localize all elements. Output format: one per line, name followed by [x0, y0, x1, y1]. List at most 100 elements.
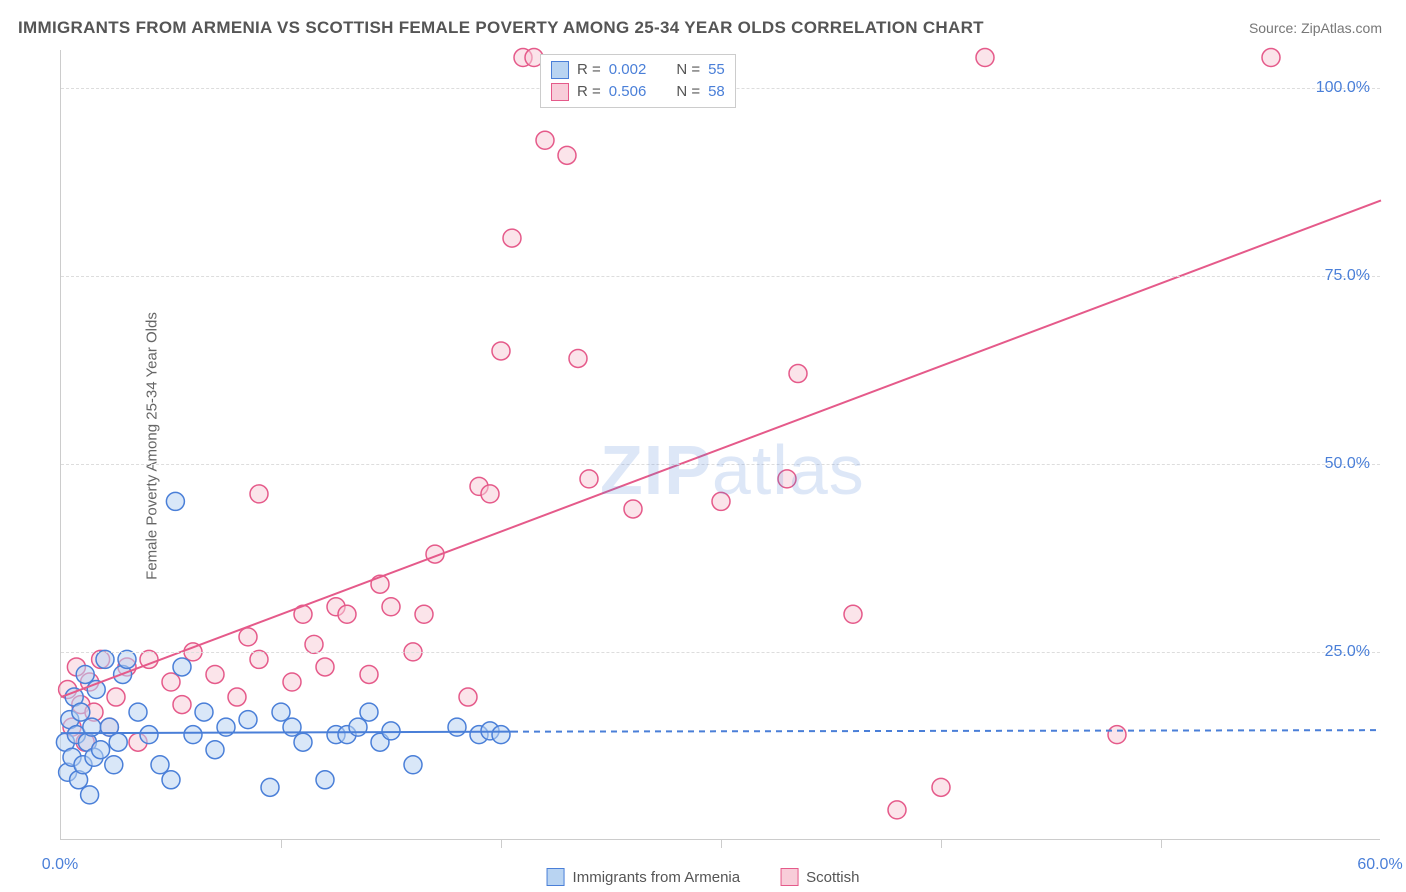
armenia-point: [239, 711, 257, 729]
x-tick-label: 0.0%: [42, 856, 78, 874]
x-tick-mark: [721, 840, 722, 848]
scottish-point: [1262, 49, 1280, 67]
armenia-point: [404, 756, 422, 774]
x-tick-label: 60.0%: [1357, 856, 1402, 874]
y-tick-label: 50.0%: [1325, 455, 1370, 473]
armenia-point: [272, 703, 290, 721]
legend-label: Immigrants from Armenia: [573, 869, 741, 886]
chart-title: IMMIGRANTS FROM ARMENIA VS SCOTTISH FEMA…: [18, 18, 984, 38]
scottish-point: [162, 673, 180, 691]
scottish-point: [844, 605, 862, 623]
n-value: 55: [708, 59, 725, 81]
armenia-point: [109, 733, 127, 751]
scottish-point: [360, 665, 378, 683]
armenia-point: [81, 786, 99, 804]
scottish-point: [338, 605, 356, 623]
armenia-point: [118, 650, 136, 668]
swatch-scottish: [551, 83, 569, 101]
scottish-point: [228, 688, 246, 706]
scottish-point: [778, 470, 796, 488]
armenia-point: [360, 703, 378, 721]
scottish-point: [283, 673, 301, 691]
scottish-point: [580, 470, 598, 488]
scottish-point: [569, 349, 587, 367]
armenia-point: [96, 650, 114, 668]
armenia-point: [492, 726, 510, 744]
armenia-point: [162, 771, 180, 789]
legend-item-armenia: Immigrants from Armenia: [547, 868, 741, 886]
gridline: [61, 464, 1380, 465]
legend-row-armenia: R = 0.002 N = 55: [551, 59, 725, 81]
scottish-point: [459, 688, 477, 706]
armenia-regression-ext: [512, 730, 1381, 732]
armenia-point: [349, 718, 367, 736]
x-tick-mark: [1161, 840, 1162, 848]
armenia-point: [316, 771, 334, 789]
legend-row-scottish: R = 0.506 N = 58: [551, 81, 725, 103]
y-tick-label: 100.0%: [1316, 79, 1370, 97]
armenia-point: [283, 718, 301, 736]
scottish-point: [888, 801, 906, 819]
source-value: ZipAtlas.com: [1301, 20, 1382, 36]
legend-item-scottish: Scottish: [780, 868, 859, 886]
scottish-point: [1108, 726, 1126, 744]
scottish-point: [239, 628, 257, 646]
scottish-point: [932, 778, 950, 796]
swatch-scottish: [780, 868, 798, 886]
scottish-point: [789, 365, 807, 383]
armenia-point: [140, 726, 158, 744]
armenia-point: [92, 741, 110, 759]
armenia-point: [382, 722, 400, 740]
armenia-point: [261, 778, 279, 796]
scottish-point: [712, 492, 730, 510]
armenia-point: [294, 733, 312, 751]
correlation-legend: R = 0.002 N = 55 R = 0.506 N = 58: [540, 54, 736, 108]
scottish-point: [206, 665, 224, 683]
scottish-point: [107, 688, 125, 706]
armenia-point: [151, 756, 169, 774]
armenia-point: [206, 741, 224, 759]
series-legend: Immigrants from Armenia Scottish: [547, 868, 860, 886]
armenia-point: [129, 703, 147, 721]
armenia-point: [105, 756, 123, 774]
r-value: 0.506: [609, 81, 647, 103]
x-tick-mark: [501, 840, 502, 848]
y-tick-label: 75.0%: [1325, 267, 1370, 285]
scottish-point: [316, 658, 334, 676]
r-label: R =: [577, 59, 601, 81]
source-citation: Source: ZipAtlas.com: [1249, 20, 1382, 36]
scottish-point: [415, 605, 433, 623]
x-tick-mark: [941, 840, 942, 848]
armenia-point: [166, 492, 184, 510]
chart-svg: [61, 50, 1380, 839]
scottish-point: [976, 49, 994, 67]
scottish-point: [250, 650, 268, 668]
scottish-point: [382, 598, 400, 616]
armenia-point: [173, 658, 191, 676]
x-tick-mark: [281, 840, 282, 848]
r-label: R =: [577, 81, 601, 103]
r-value: 0.002: [609, 59, 647, 81]
gridline: [61, 276, 1380, 277]
swatch-armenia: [551, 61, 569, 79]
plot-area: 25.0% 50.0% 75.0% 100.0%: [60, 50, 1380, 840]
n-value: 58: [708, 81, 725, 103]
n-label: N =: [676, 81, 700, 103]
scottish-point: [173, 696, 191, 714]
scottish-point: [503, 229, 521, 247]
y-tick-label: 25.0%: [1325, 643, 1370, 661]
armenia-point: [76, 665, 94, 683]
scottish-point: [536, 131, 554, 149]
n-label: N =: [676, 59, 700, 81]
armenia-regression: [61, 732, 512, 734]
scottish-point: [624, 500, 642, 518]
armenia-point: [448, 718, 466, 736]
gridline: [61, 652, 1380, 653]
legend-label: Scottish: [806, 869, 859, 886]
swatch-armenia: [547, 868, 565, 886]
source-label: Source:: [1249, 20, 1297, 36]
armenia-point: [184, 726, 202, 744]
scottish-point: [305, 635, 323, 653]
scottish-point: [481, 485, 499, 503]
scottish-point: [492, 342, 510, 360]
